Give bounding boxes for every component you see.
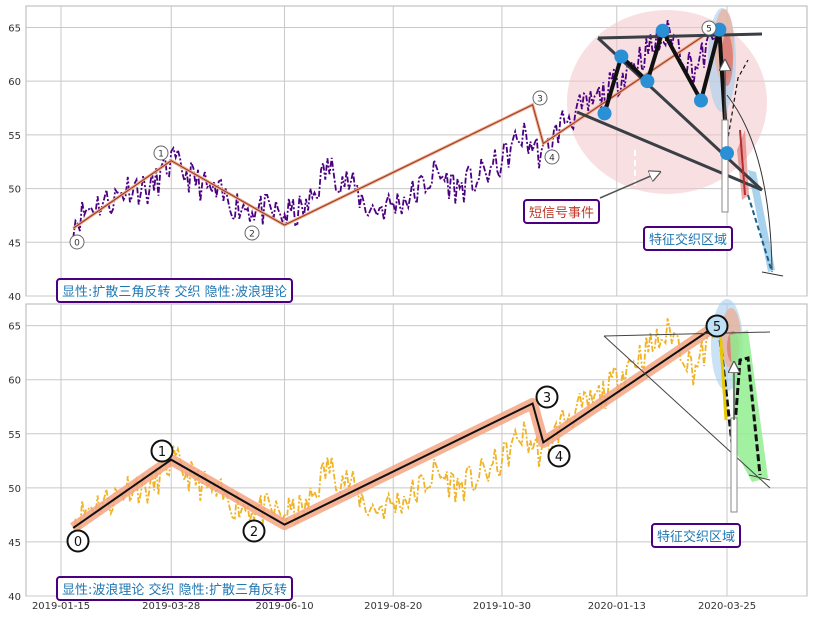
wave-label-circle-bottom-5	[705, 314, 729, 338]
x-tick-label: 2019-10-30	[473, 601, 531, 612]
wave-label-circle-0	[69, 234, 85, 250]
y-tick-label: 60	[8, 77, 21, 88]
triangle-lower-line	[576, 110, 763, 192]
wave-label-circle-2	[244, 225, 260, 241]
y-tick-label: 40	[8, 292, 21, 303]
y-tick-label: 45	[8, 238, 21, 249]
price-line-top	[72, 20, 716, 239]
bottom-feature-zone-label-text: 特征交织区域	[657, 530, 736, 545]
bottom-feature-zone-label: 特征交织区域	[651, 523, 742, 548]
top-feature-zone-label: 特征交织区域	[643, 226, 734, 251]
wave-label-3: 3	[537, 95, 543, 105]
y-tick-label: 40	[8, 592, 21, 603]
short-signal-arrow	[599, 172, 660, 199]
bottom-pattern-label: 显性:波浪理论 交织 隐性:扩散三角反转	[56, 576, 294, 601]
y-tick-label: 65	[8, 23, 21, 34]
wave-label-circle-bottom-1	[150, 439, 174, 463]
triangle-pivot-point	[720, 146, 734, 161]
wave-label-circle-bottom-2	[242, 519, 266, 543]
wave-label-bottom-4: 4	[555, 450, 563, 465]
y-tick-label: 55	[8, 430, 21, 441]
y-tick-label: 55	[8, 131, 21, 142]
triangle-lower-line-bottom	[603, 335, 771, 489]
wave-label-circle-4	[544, 149, 560, 165]
wave-label-circle-3	[532, 90, 548, 106]
wave-label-bottom-3: 3	[543, 391, 551, 406]
feature-zone-arrow-shaft-bottom	[730, 417, 738, 513]
projection-yellow-bottom	[718, 329, 728, 421]
wave-label-bottom-2: 2	[250, 525, 258, 540]
y-tick-label: 45	[8, 538, 21, 549]
top-pattern-label-text: 显性:扩散三角反转 交织 隐性:波浪理论	[62, 285, 288, 300]
wave-label-circle-5	[701, 20, 717, 36]
short-signal-label-text: 短信号事件	[529, 206, 595, 221]
x-tick-label: 2019-08-20	[364, 601, 422, 612]
projection-arc	[726, 94, 773, 271]
wave-label-5: 5	[706, 25, 712, 35]
wave-label-circle-1	[153, 145, 169, 161]
projection-dashed-bottom	[717, 329, 762, 476]
projection-end-tick	[761, 271, 784, 277]
y-tick-label: 50	[8, 484, 21, 495]
wave-label-bottom-5: 5	[713, 320, 721, 335]
y-tick-label: 50	[8, 185, 21, 196]
triangle-pivot-point	[597, 106, 612, 121]
y-tick-label: 60	[8, 376, 21, 387]
wave-label-0: 0	[74, 239, 80, 249]
x-tick-label: 2020-01-13	[588, 601, 646, 612]
zone-wedge-blue	[748, 170, 775, 272]
bottom-pattern-label-text: 显性:波浪理论 交织 隐性:扩散三角反转	[62, 583, 288, 598]
short-signal-label: 短信号事件	[523, 199, 601, 224]
projection-line-red	[739, 129, 746, 196]
x-tick-label: 2019-03-28	[142, 601, 200, 612]
x-tick-label: 2019-01-15	[32, 601, 90, 612]
triangle-pivot-point	[693, 93, 708, 108]
triangle-pivot-point	[640, 74, 655, 89]
wave-label-4: 4	[549, 154, 555, 164]
wave-line-bottom	[72, 322, 720, 529]
wave-label-circle-bottom-4	[547, 444, 571, 468]
wave-label-circle-bottom-0	[66, 529, 90, 553]
triangle-upper-line-bottom	[603, 331, 771, 337]
top-pattern-label: 显性:扩散三角反转 交织 隐性:波浪理论	[56, 278, 294, 303]
triangle-pivot-point	[614, 49, 629, 64]
wave-label-bottom-1: 1	[158, 445, 166, 460]
projection-line-blue	[747, 194, 773, 273]
triangle-pivot-point	[655, 23, 670, 38]
triangle-upper-line	[597, 32, 763, 40]
projection-dashed	[725, 59, 749, 151]
feature-zone-arrow-shaft-top	[721, 119, 729, 213]
triangle-diagonal-line	[596, 36, 764, 192]
wave-label-1: 1	[158, 150, 164, 160]
x-tick-label: 2019-06-10	[255, 601, 313, 612]
x-tick-label: 2020-03-25	[698, 601, 756, 612]
wave-label-circle-bottom-3	[535, 385, 559, 409]
triangle-tick-bottom	[748, 474, 771, 481]
top-feature-zone-label-text: 特征交织区域	[649, 233, 728, 248]
wave-label-bottom-0: 0	[74, 535, 82, 550]
wave-line-top	[72, 24, 720, 229]
y-tick-label: 65	[8, 322, 21, 333]
wave-label-2: 2	[249, 230, 255, 240]
